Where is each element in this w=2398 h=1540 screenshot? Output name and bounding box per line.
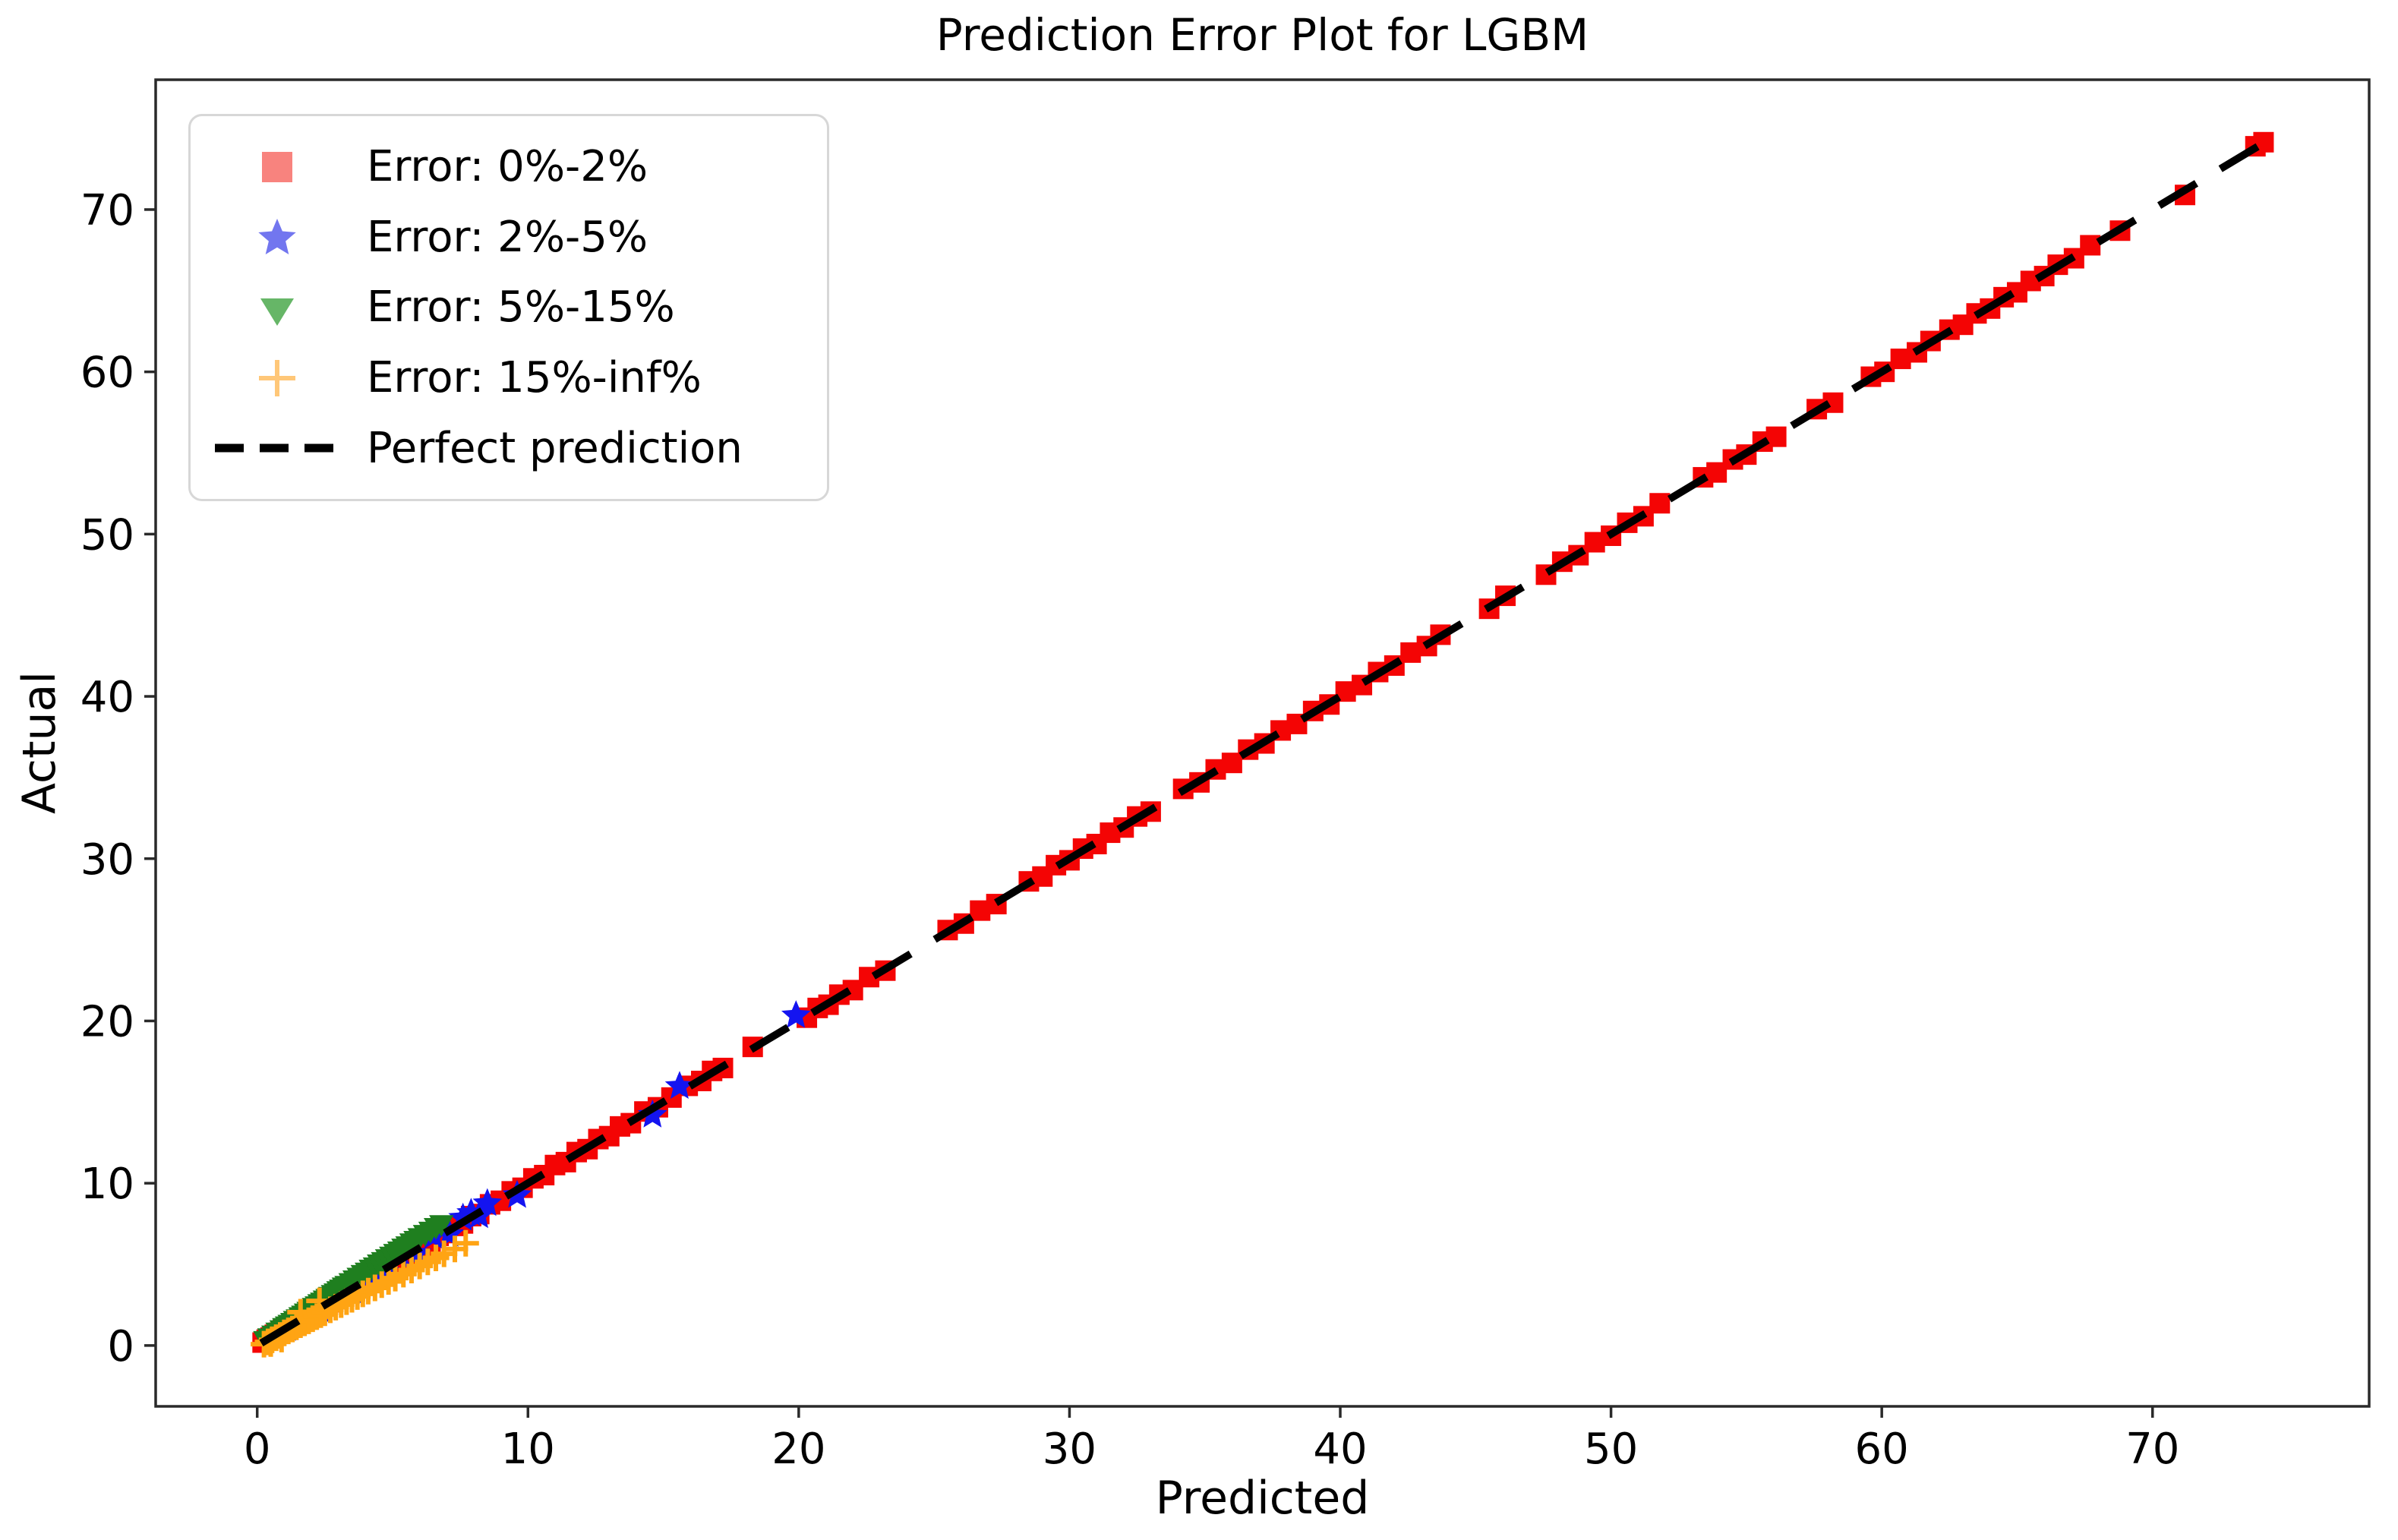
y-tick-label: 10: [80, 1160, 134, 1209]
y-axis-label: Actual: [13, 671, 66, 814]
y-tick-label: 30: [80, 835, 134, 885]
x-tick-label: 20: [771, 1425, 825, 1474]
scatter-point: [638, 1100, 667, 1128]
scatter-point: [452, 1229, 479, 1257]
legend-item: Error: 2%-5%: [209, 207, 809, 267]
x-tick-label: 10: [501, 1425, 555, 1474]
scatter-point: [429, 1215, 454, 1237]
perfect-prediction-line: [259, 140, 2266, 1346]
x-tick-label: 60: [1855, 1425, 1909, 1474]
scatter-point: [349, 1280, 377, 1308]
triangle_down-legend-icon: [260, 298, 294, 326]
legend-item: Error: 0%-2%: [209, 137, 809, 197]
x-tick-label: 50: [1584, 1425, 1638, 1474]
dashed_line-legend-icon: [215, 443, 339, 453]
y-tick-label: 60: [80, 349, 134, 398]
plus-legend-icon: [259, 359, 295, 396]
y-tick-label: 40: [80, 673, 134, 722]
legend-item-label: Error: 2%-5%: [367, 212, 648, 262]
legend-item-label: Error: 5%-15%: [367, 282, 675, 333]
legend-item-label: Error: 15%-inf%: [367, 353, 702, 403]
y-tick-label: 70: [80, 186, 134, 235]
y-tick-label: 0: [107, 1322, 134, 1371]
square-legend-icon: [262, 151, 292, 182]
plot-area-border: [154, 78, 2371, 1408]
x-tick-label: 30: [1043, 1425, 1096, 1474]
x-tick-label: 0: [244, 1425, 271, 1474]
scatter-point: [1649, 493, 1671, 514]
legend-item-label: Perfect prediction: [367, 423, 743, 473]
scatter-point: [2080, 235, 2101, 256]
legend-item: Perfect prediction: [209, 418, 809, 478]
x-axis-label: Predicted: [1155, 1472, 1370, 1525]
scatter-point: [781, 1000, 811, 1028]
chart-title: Prediction Error Plot for LGBM: [936, 9, 1589, 61]
y-tick-label: 50: [80, 510, 134, 560]
scatter-point: [664, 1071, 695, 1099]
scatter-point: [1765, 426, 1787, 447]
legend-item-label: Error: 0%-2%: [367, 142, 648, 192]
x-tick-label: 40: [1313, 1425, 1367, 1474]
star-legend-icon: [258, 219, 296, 255]
legend-item: Error: 15%-inf%: [209, 348, 809, 409]
x-tick-label: 70: [2125, 1425, 2179, 1474]
legend: Error: 0%-2% Error: 2%-5% Error: 5%-15% Err…: [188, 114, 829, 501]
legend-item: Error: 5%-15%: [209, 277, 809, 338]
y-tick-label: 20: [80, 997, 134, 1046]
